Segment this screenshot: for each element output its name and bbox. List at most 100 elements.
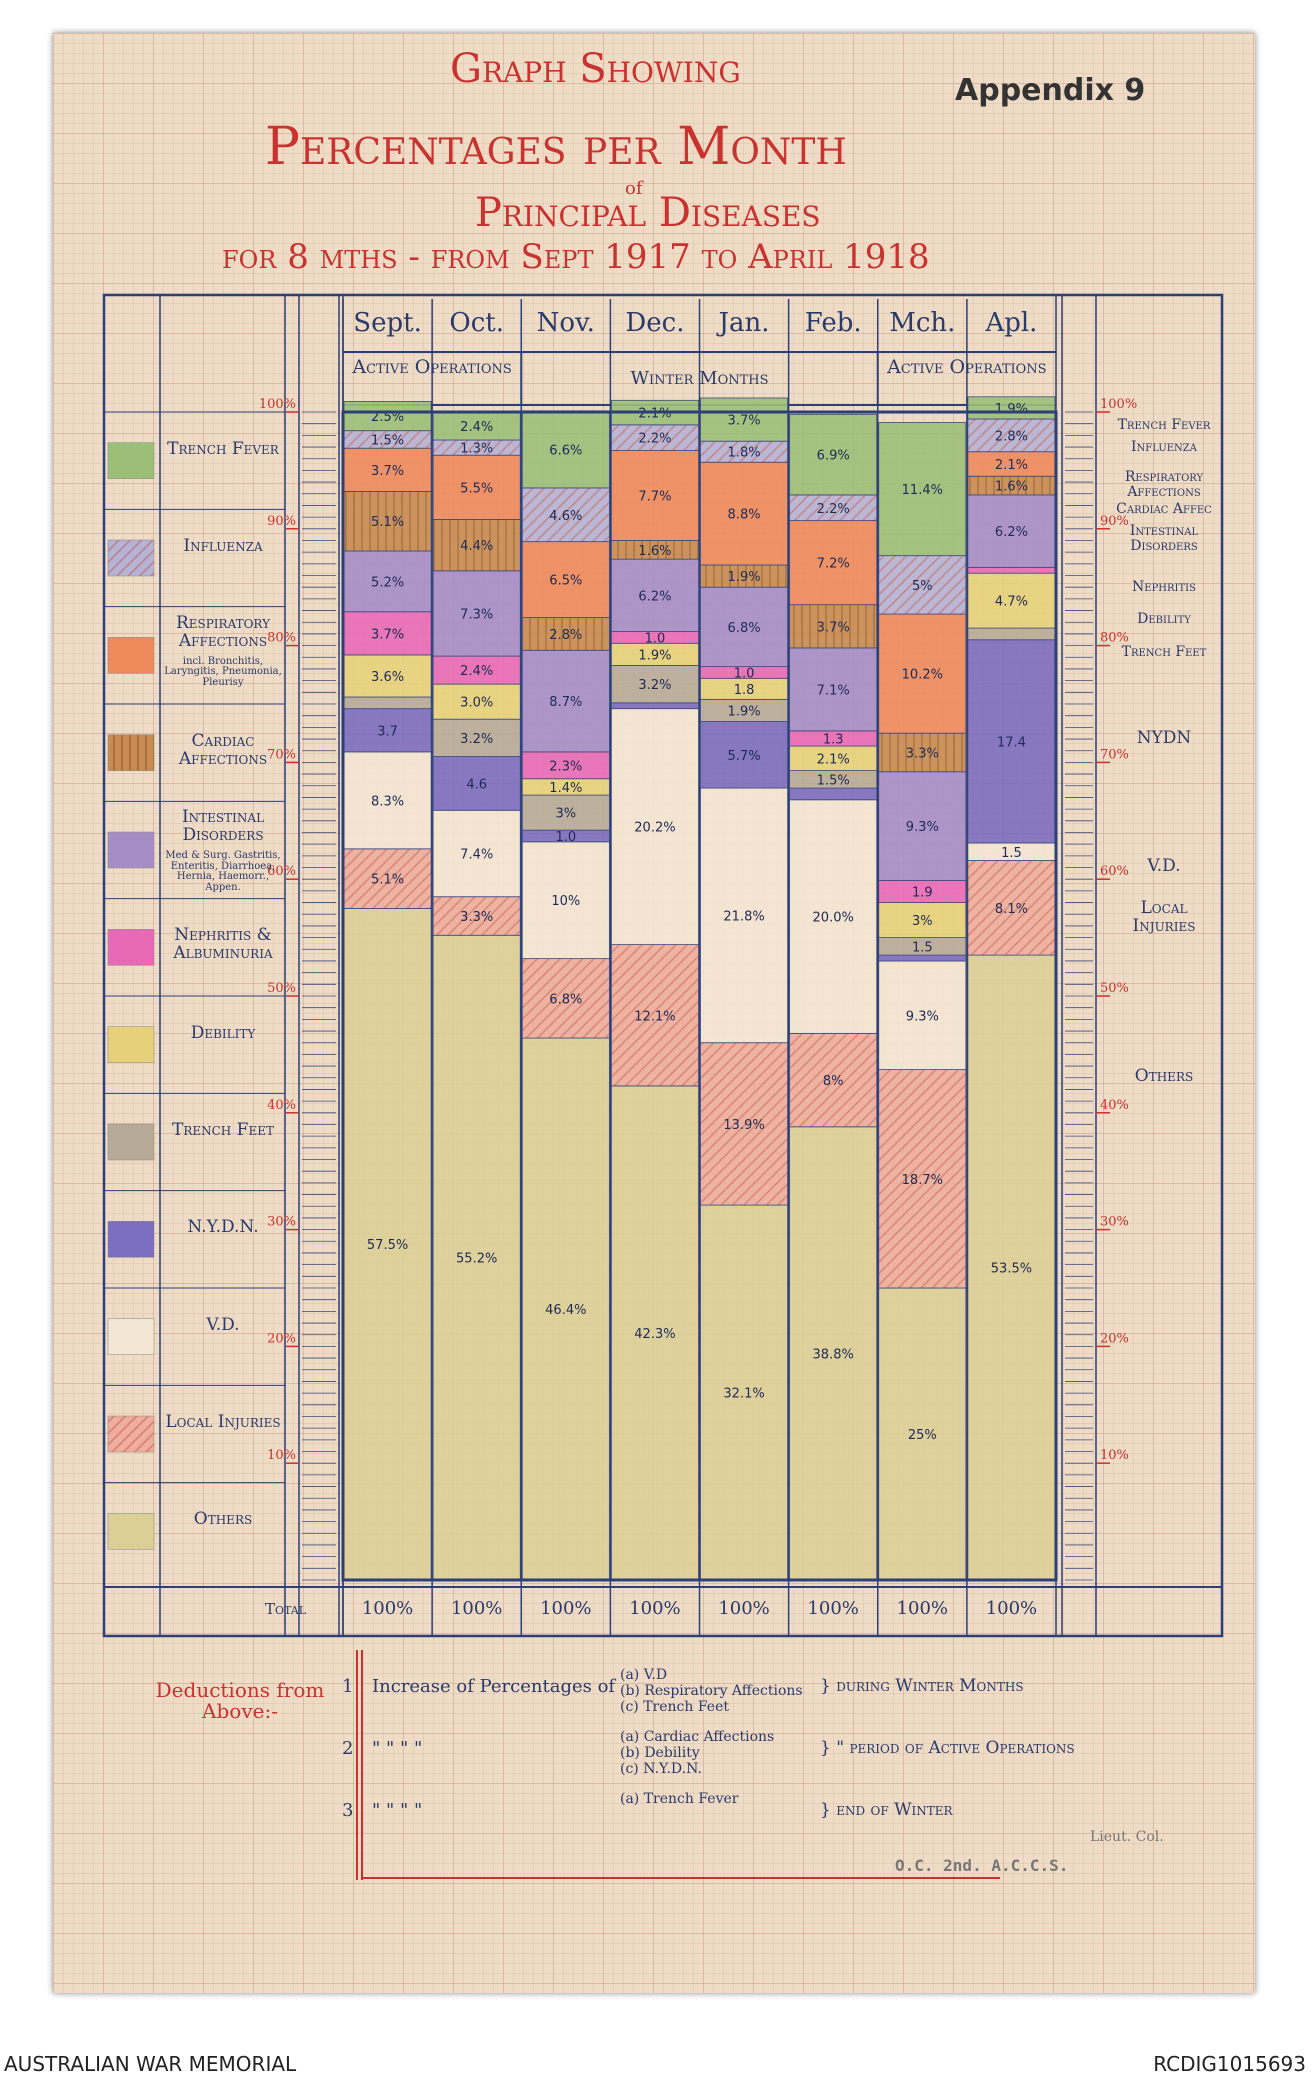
data-label: 7.4% [460,848,493,863]
y-tick-label: 20% [1100,1331,1129,1346]
data-label: 8.3% [371,794,404,809]
deduction-number: 3 [342,1800,354,1821]
data-label: 1.0 [555,830,576,845]
right-label: Local Injuries [1132,898,1196,936]
data-label: 18.7% [902,1173,943,1188]
total-value: 100% [718,1598,770,1619]
bar-segment [700,1042,789,1206]
right-label: Others [1134,1066,1194,1086]
y-tick-label: 40% [267,1098,296,1113]
month-label: Sept. [353,308,422,338]
bar-segment [432,718,521,757]
bar-segment [967,494,1056,568]
data-label: 55.2% [456,1252,497,1267]
data-label: 4.4% [460,539,493,554]
bar-segment [610,1085,699,1581]
right-label: Cardiac Affec [1116,501,1212,517]
y-tick-label: 30% [267,1215,296,1230]
legend-label: Others [193,1509,253,1530]
bar-segment [967,418,1056,453]
bar-segment [700,586,789,668]
data-label: 21.8% [723,909,764,924]
data-label: 6.6% [549,443,582,458]
data-label: 12.1% [634,1009,675,1024]
data-label: 2.3% [549,759,582,774]
data-label: 6.9% [817,449,850,464]
right-label: V.D. [1147,856,1181,876]
bar-segment [789,494,878,522]
bar-segment [610,702,699,710]
total-value: 100% [629,1598,681,1619]
deduction-number: 2 [342,1738,354,1759]
data-label: 6.2% [995,525,1028,540]
total-value: 100% [896,1598,949,1619]
plot-frame [341,410,1058,1582]
right-label: Respiratory Affections [1124,469,1204,500]
bar-segment [878,902,967,938]
legend-swatch [107,831,155,869]
data-label: 2.4% [460,420,493,435]
data-label: 1.9% [728,570,761,585]
pre-title: Graph Showing [450,46,741,92]
data-label: 8.7% [549,695,582,710]
data-label: 3.7% [371,627,404,642]
legend-swatch [107,1026,155,1063]
bar-segment [343,696,432,710]
month-label: Feb. [804,308,862,338]
data-label: 10% [551,894,580,909]
legend-swatch [107,637,155,674]
legend-swatch [107,442,155,479]
bar-segment [700,461,789,566]
data-label: 20.0% [813,911,854,926]
legend-swatch [107,1513,155,1550]
bar-segment [878,613,967,734]
data-label: 5.7% [728,749,761,764]
data-label: 3% [556,807,577,822]
bar-segment [878,771,967,881]
data-label: 1.8% [728,446,761,461]
bar-segment [789,520,878,606]
total-value: 100% [361,1598,414,1619]
data-label: 3.7 [377,724,398,739]
bar-segment [967,639,1056,844]
data-label: 42.3% [634,1327,675,1342]
data-label: 57.5% [367,1238,408,1253]
data-label: 5.1% [371,515,404,530]
data-label: 4.7% [995,595,1028,610]
month-label: Jan. [718,308,770,338]
total-value: 100% [807,1598,859,1619]
bar-segment [610,558,699,632]
legend-swatch [107,1415,155,1453]
data-label: 3.2% [638,678,671,693]
bar-segment [967,566,1056,574]
legend-label: Trench Feet [171,1120,274,1140]
y-tick-label: 80% [1100,631,1129,646]
month-label: Oct. [449,308,504,338]
deduction-item: (a) V.D [620,1667,668,1683]
y-tick-label: 60% [1100,864,1129,879]
data-label: 2.8% [549,628,582,643]
data-label: 3.7% [728,414,761,429]
y-tick-label: 50% [267,981,296,996]
y-tick-label: 60% [267,864,296,879]
data-label: 2.8% [995,429,1028,444]
deduction-item: (c) Trench Feet [620,1699,729,1715]
total-label: Total [265,1600,307,1618]
data-label: 1.0 [645,631,666,646]
data-label: 1.0 [734,666,755,681]
bar-segment [432,570,521,657]
data-label: 3.3% [906,746,939,761]
deduction-text: } during Winter Months [820,1676,1024,1696]
period-label: Winter Months [630,368,769,389]
bar-segment [878,555,967,615]
bar-segment [789,1032,878,1128]
bar-segment [343,550,432,613]
bar-segment [878,954,967,962]
legend-swatch [107,1221,155,1258]
bar-segment [432,519,521,572]
data-label: 1.6% [638,544,671,559]
data-label: 9.3% [906,820,939,835]
appendix: Appendix 9 [955,73,1146,108]
data-label: 38.8% [813,1347,854,1362]
